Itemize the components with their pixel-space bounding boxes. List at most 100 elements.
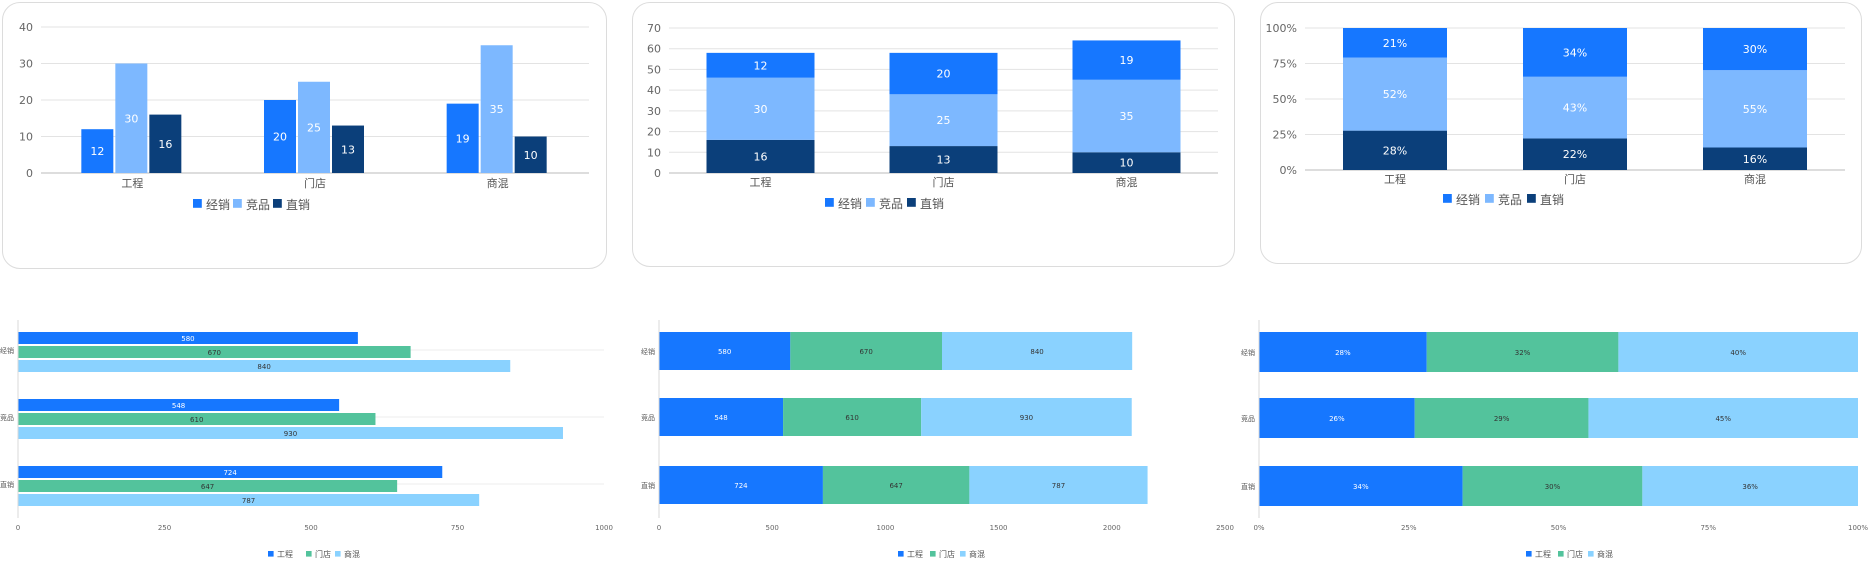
legend-label: 门店 — [315, 549, 331, 559]
legend-label: 经销 — [206, 198, 230, 212]
data-label: 13 — [341, 143, 355, 156]
bar-segment — [889, 146, 998, 173]
legend-label: 直销 — [1540, 193, 1564, 207]
data-label: 30% — [1545, 483, 1561, 491]
legend-swatch — [273, 199, 282, 208]
bar-segment — [969, 466, 1148, 504]
data-label: 10 — [524, 149, 538, 162]
y-tick-label: 0 — [654, 167, 661, 180]
bar — [446, 103, 479, 173]
x-tick-label: 750 — [451, 524, 464, 532]
data-label: 20 — [937, 68, 951, 81]
legend-swatch — [1558, 551, 1564, 557]
data-label: 25 — [937, 114, 951, 127]
clustered-bar-chart: 0 250 500 750 1000 经销 580 670 840 竞品 548 610 930 直销 72… — [0, 320, 613, 559]
bar-segment — [921, 398, 1132, 436]
x-tick-label: 75% — [1700, 524, 1716, 532]
bar-segment — [790, 332, 942, 370]
legend-label: 商混 — [344, 549, 360, 559]
x-tick-label: 0 — [16, 524, 20, 532]
data-label: 30 — [124, 112, 138, 125]
category-label: 商混 — [1744, 172, 1766, 186]
bar-segment — [659, 332, 791, 370]
y-tick-label: 100% — [1266, 22, 1297, 35]
bar — [18, 360, 511, 372]
bar — [18, 466, 443, 478]
x-tick-label: 250 — [158, 524, 171, 532]
data-label: 32% — [1515, 349, 1531, 357]
legend-label: 工程 — [277, 550, 293, 559]
data-label: 20 — [273, 131, 287, 144]
bar-segment — [706, 77, 815, 140]
data-label: 670 — [208, 349, 221, 357]
bar-segment — [822, 466, 970, 504]
stacked-bar-chart: 0 500 1000 1500 2000 2500 经销 580 670 840 竞品 548 610 9… — [641, 320, 1234, 559]
data-label: 30 — [754, 103, 768, 116]
data-label: 787 — [1052, 482, 1065, 490]
data-label: 10 — [1120, 157, 1134, 170]
data-label: 16 — [158, 138, 172, 151]
bar-segment — [783, 398, 922, 436]
legend-swatch — [1588, 551, 1594, 557]
bar-segment — [889, 94, 998, 147]
x-tick-label: 100% — [1848, 524, 1868, 532]
data-label: 28% — [1383, 144, 1407, 157]
legend-label: 门店 — [1567, 549, 1583, 559]
data-label: 22% — [1563, 148, 1587, 161]
category-label: 商混 — [487, 176, 509, 190]
data-label: 787 — [242, 497, 255, 505]
bar-segment — [889, 52, 998, 95]
legend-swatch — [335, 551, 341, 557]
y-tick-label: 60 — [647, 43, 661, 56]
data-label: 840 — [1030, 348, 1043, 356]
bar — [81, 129, 114, 173]
legend-swatch — [1526, 551, 1532, 557]
legend-swatch — [268, 551, 274, 557]
data-label: 19 — [456, 132, 470, 145]
legend-label: 商混 — [969, 549, 985, 559]
x-tick-label: 1500 — [990, 524, 1008, 532]
data-label: 840 — [257, 363, 270, 371]
category-label: 直销 — [0, 480, 14, 489]
bar-segment — [1343, 28, 1447, 58]
bar — [18, 427, 563, 439]
legend-label: 直销 — [920, 197, 944, 211]
bar — [149, 114, 182, 173]
stacked-bar-chart-panel: 0 500 1000 1500 2000 2500 经销 580 670 840 竞品 548 610 9… — [640, 312, 1240, 570]
bar-segment — [1072, 40, 1181, 80]
y-tick-label: 25% — [1273, 129, 1297, 142]
stacked-column-chart: 0 10 20 30 40 50 60 70 工程 16 30 12 门店 13 25 20 商混 10 35 19 经… — [647, 22, 1218, 211]
y-tick-label: 75% — [1273, 58, 1297, 71]
data-label: 12 — [754, 59, 768, 72]
bar-segment — [1588, 398, 1858, 438]
bar-segment — [1703, 70, 1807, 148]
bar-segment — [659, 466, 823, 504]
x-tick-label: 1000 — [876, 524, 894, 532]
legend-swatch — [960, 551, 966, 557]
y-tick-label: 20 — [19, 94, 33, 107]
legend-swatch — [930, 551, 936, 557]
data-label: 13 — [937, 154, 951, 167]
data-label: 43% — [1563, 102, 1587, 115]
data-label: 55% — [1743, 103, 1767, 116]
y-tick-label: 20 — [647, 126, 661, 139]
category-label: 工程 — [1384, 173, 1406, 186]
bar — [18, 332, 358, 344]
bar — [18, 399, 340, 411]
y-tick-label: 0 — [26, 167, 33, 180]
percent-stacked-column-chart: 0% 25% 50% 75% 100% 工程 28% 52% 21% 门店 22% 43% 34% 商混 1… — [1266, 22, 1845, 207]
bar-segment — [942, 332, 1133, 370]
bar-segment — [1523, 28, 1627, 77]
percent-stacked-bar-chart: 0% 25% 50% 75% 100% 经销 28% 32% 40% 竞品 26% 29% 45% 直销 3… — [1241, 320, 1868, 559]
bar — [18, 480, 398, 492]
data-label: 34% — [1353, 483, 1369, 491]
bar-segment — [706, 139, 815, 173]
data-label: 930 — [1020, 414, 1033, 422]
legend-swatch — [898, 551, 904, 557]
y-tick-label: 70 — [647, 22, 661, 35]
data-label: 29% — [1494, 415, 1510, 423]
category-label: 经销 — [1241, 348, 1255, 357]
category-label: 工程 — [121, 177, 143, 190]
legend-swatch — [1527, 194, 1536, 203]
percent-stacked-column-chart-card: 0% 25% 50% 75% 100% 工程 28% 52% 21% 门店 22% 43% 34% 商混 1… — [1260, 2, 1862, 264]
